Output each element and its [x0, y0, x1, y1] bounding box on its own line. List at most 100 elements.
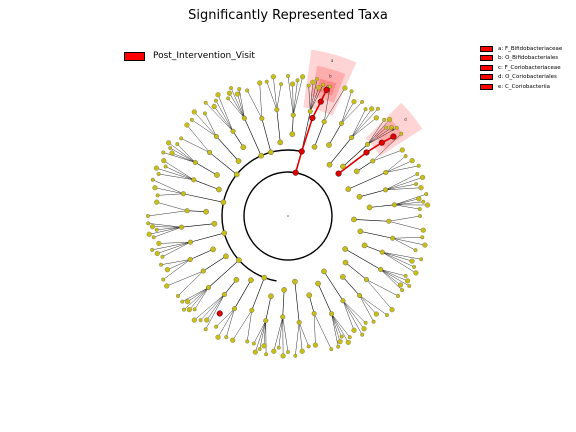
- leaf-node: [180, 299, 185, 304]
- highlight-node: [292, 169, 299, 176]
- leaf-line: [380, 269, 406, 277]
- leaf-node: [198, 318, 203, 323]
- branch-line: [345, 262, 367, 280]
- clade-node: [329, 311, 335, 317]
- leaf-node: [160, 254, 165, 259]
- leaf-line: [367, 119, 390, 145]
- clade-node: [349, 135, 355, 141]
- clade-node: [290, 112, 296, 118]
- leaf-line: [177, 143, 196, 163]
- leaf-node: [286, 350, 290, 354]
- leaf-line: [372, 133, 402, 162]
- clade-node: [353, 168, 360, 175]
- leaf-line: [156, 226, 182, 230]
- root-node: [287, 215, 289, 217]
- branch-line: [353, 219, 389, 222]
- leaf-node: [321, 82, 326, 87]
- branch-line: [282, 289, 285, 317]
- leaf-node: [264, 79, 269, 84]
- leaf-node: [149, 224, 155, 230]
- taxon-key-d: d: O_Coriobacteriales: [480, 73, 562, 83]
- leaf-node: [347, 335, 352, 340]
- highlight-branch: [311, 101, 322, 119]
- leaf-node: [419, 257, 424, 262]
- leaf-line: [287, 75, 294, 116]
- highlight-node: [378, 139, 385, 146]
- leaf-line: [308, 85, 311, 112]
- leaf-line: [385, 177, 423, 191]
- leaf-node: [270, 74, 276, 80]
- clade-node: [179, 224, 185, 230]
- clade-node: [357, 293, 363, 299]
- leaf-line: [359, 295, 374, 322]
- leaf-line: [372, 149, 403, 162]
- leaf-line: [154, 187, 184, 194]
- leaf-node: [176, 293, 180, 298]
- leaf-line: [165, 166, 194, 180]
- leaf-node: [329, 347, 334, 352]
- taxon-key-swatch: [480, 83, 493, 90]
- clade-node: [345, 186, 352, 192]
- leaf-line: [382, 252, 415, 268]
- leaf-line: [392, 238, 425, 246]
- leaf-node: [328, 84, 332, 89]
- leaf-line: [293, 76, 303, 116]
- leaf-line: [394, 204, 420, 210]
- clade-node: [356, 194, 363, 200]
- highlight-node: [216, 310, 223, 317]
- leaf-line: [313, 313, 332, 350]
- highlight-node: [363, 149, 370, 156]
- leaf-node: [257, 347, 262, 351]
- clade-node: [223, 253, 229, 260]
- taxon-key-text: a: F_Bifidobacteriaceae: [498, 45, 563, 52]
- leaf-node: [182, 307, 186, 312]
- taxon-key-a: a: F_Bifidobacteriaceae: [480, 44, 562, 54]
- leaf-node: [403, 154, 408, 159]
- leaf-node: [215, 92, 221, 98]
- leaf-node: [310, 79, 316, 85]
- leaf-node: [146, 221, 151, 226]
- clade-node: [240, 144, 247, 151]
- clade-node: [205, 285, 211, 291]
- clade-node: [259, 115, 265, 121]
- branch-line: [261, 118, 272, 153]
- leaf-node: [271, 348, 277, 354]
- clade-node: [211, 220, 218, 227]
- leaf-node: [151, 235, 156, 240]
- taxon-key-text: e: C_Coriobacteriia: [498, 83, 551, 90]
- leaf-node: [389, 307, 395, 313]
- branch-line: [291, 115, 294, 135]
- leaf-node: [416, 196, 422, 202]
- leaf-node: [166, 140, 172, 146]
- leaf-line: [382, 252, 413, 262]
- leaf-node: [293, 353, 298, 358]
- leaf-node: [373, 311, 379, 317]
- leaf-line: [171, 152, 196, 163]
- clade-node: [383, 187, 389, 193]
- leaf-line: [292, 84, 294, 116]
- leaf-node: [252, 349, 258, 355]
- clade-node: [268, 293, 274, 300]
- leaf-line: [191, 119, 217, 137]
- leaf-line: [385, 160, 413, 173]
- leaf-node: [360, 99, 365, 104]
- leaf-line: [341, 101, 355, 124]
- clade-node: [220, 199, 227, 206]
- leaf-line: [382, 251, 422, 260]
- leaf-node: [245, 339, 250, 344]
- leaf-line: [380, 269, 401, 286]
- leaf-line: [298, 322, 309, 347]
- leaf-line: [194, 111, 217, 137]
- clade-node: [277, 139, 284, 146]
- leaf-line: [331, 313, 339, 347]
- leaf-line: [276, 84, 282, 110]
- leaf-node: [420, 235, 425, 240]
- leaf-line: [230, 88, 245, 119]
- leaf-line: [295, 322, 300, 356]
- leaf-node: [404, 278, 411, 284]
- branch-line: [359, 189, 386, 198]
- leaf-line: [313, 313, 316, 346]
- leaf-line: [181, 138, 210, 153]
- leaf-node: [337, 339, 343, 345]
- leaf-node: [150, 177, 155, 182]
